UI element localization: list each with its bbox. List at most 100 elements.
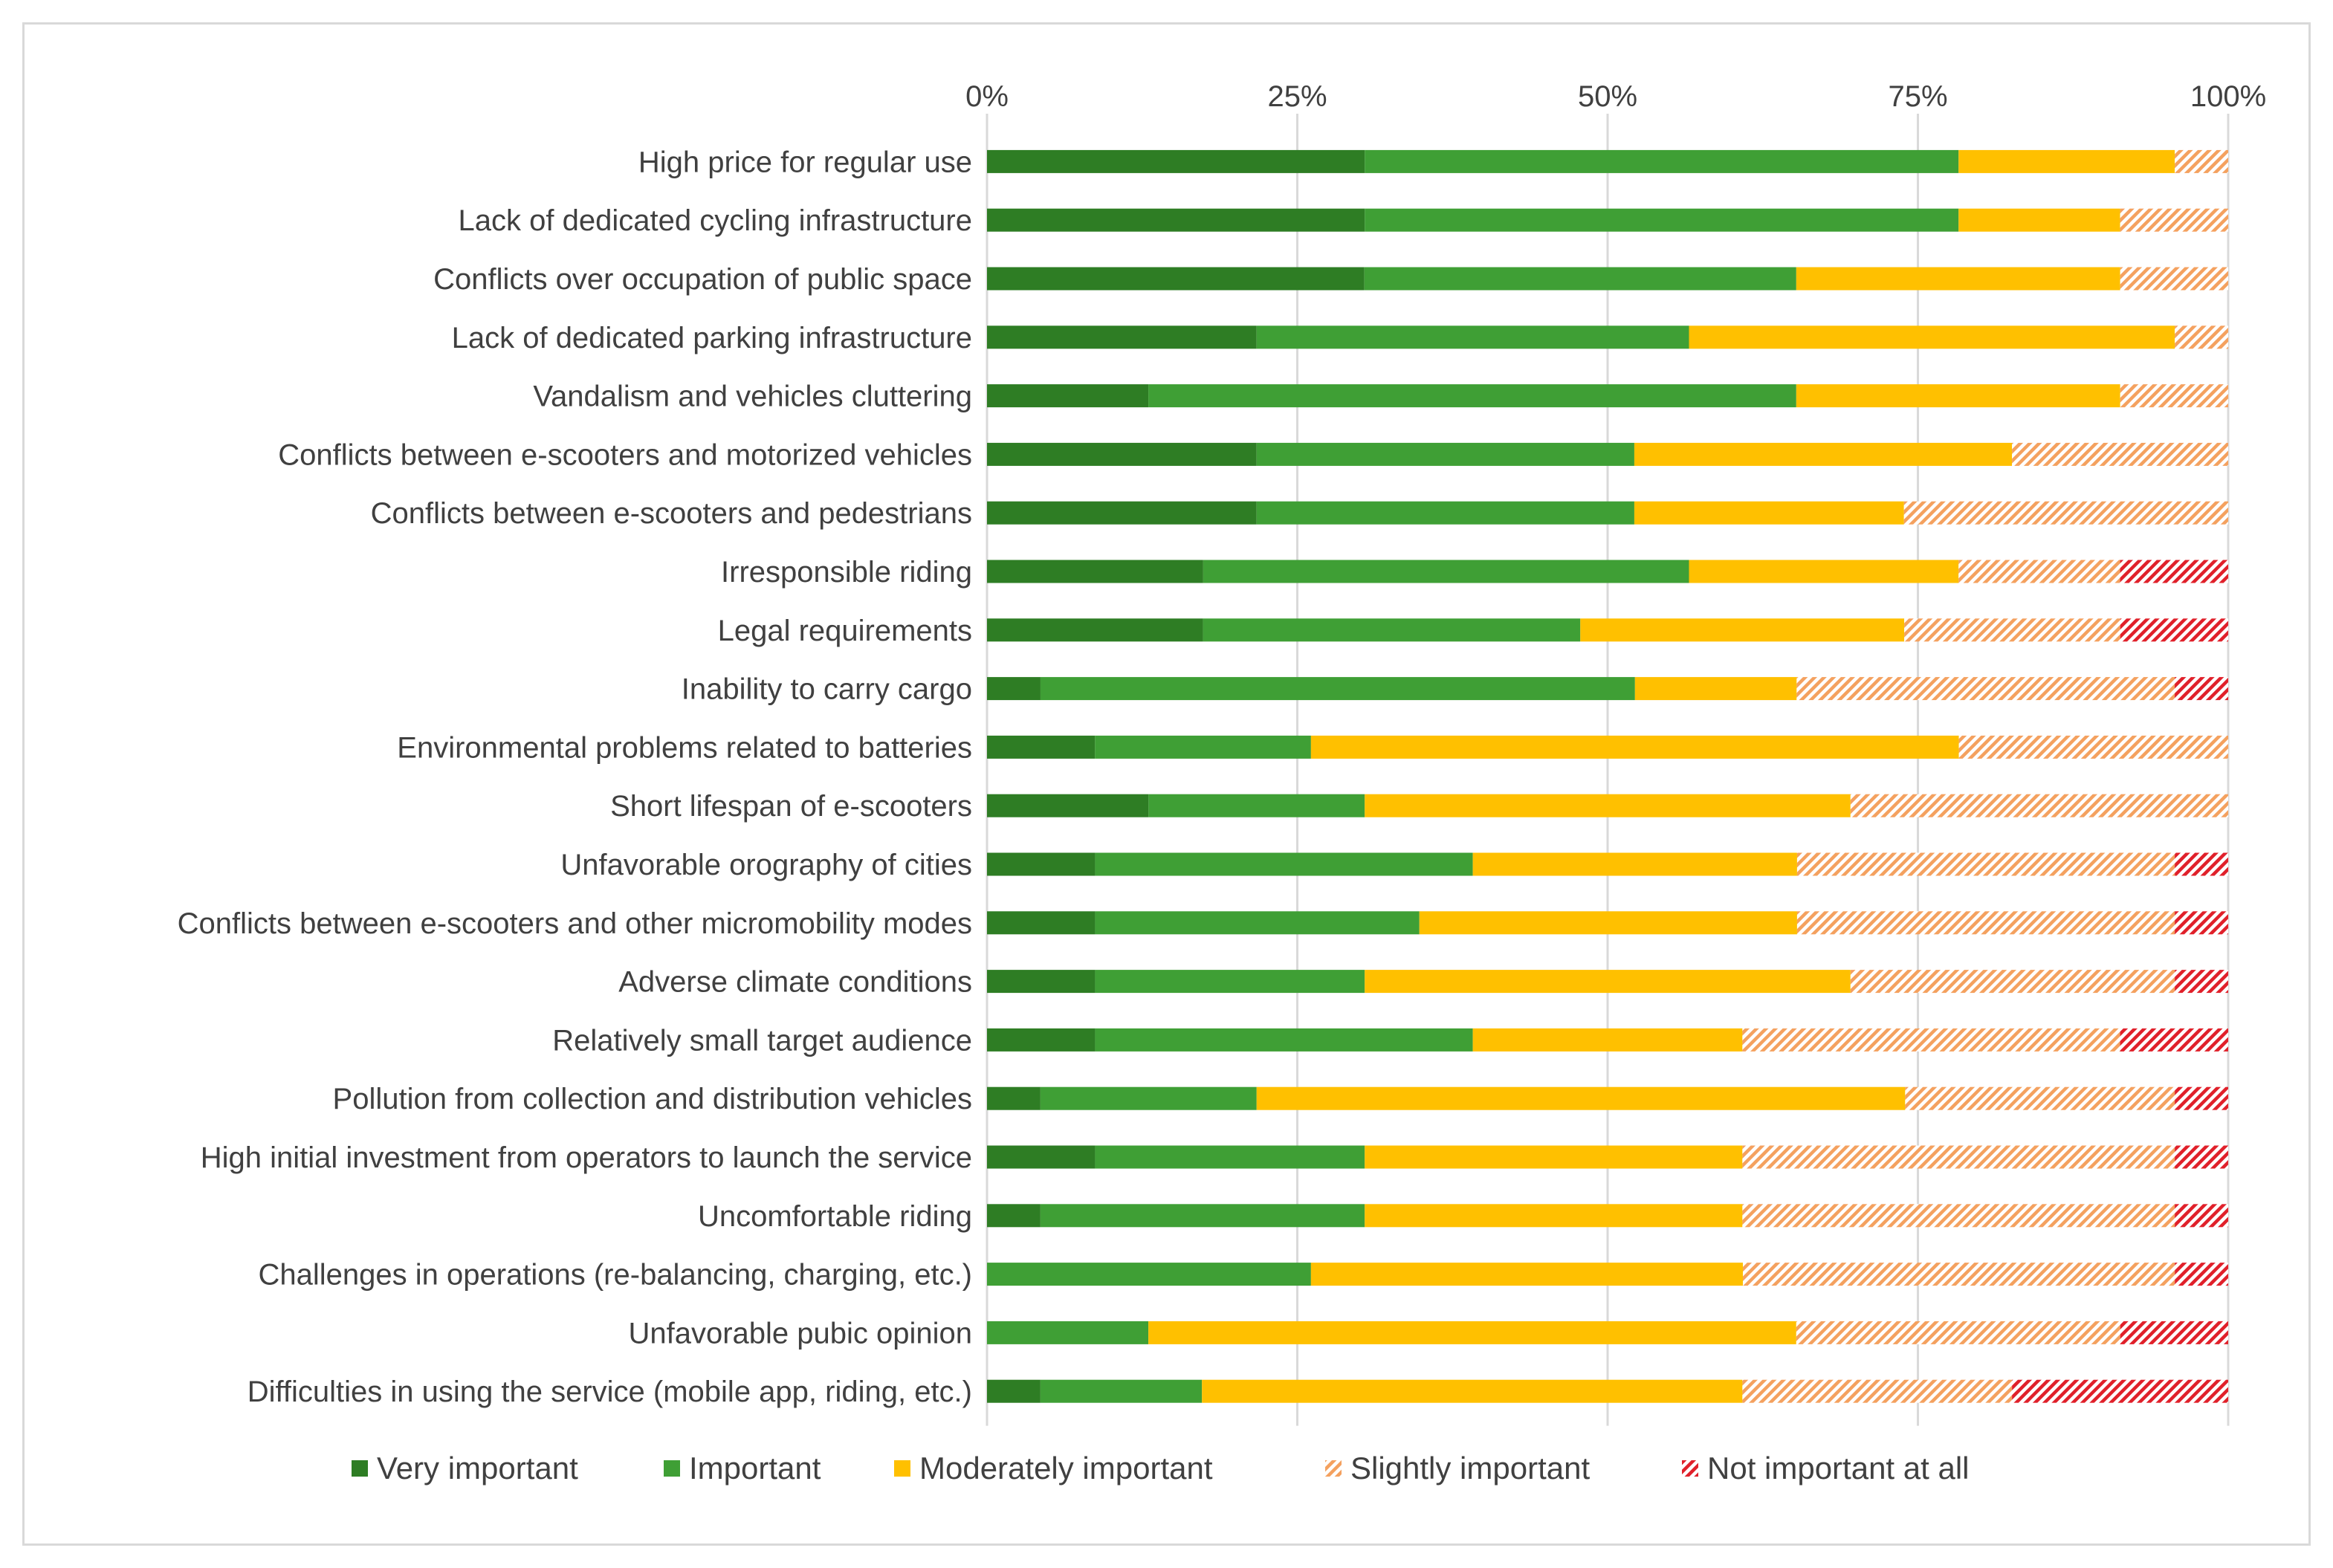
x-tick-label: 25% <box>1267 80 1327 113</box>
bar-segment-important <box>1040 1204 1365 1228</box>
bar-segment-not-important-at-all <box>2175 1204 2228 1228</box>
bar-segment-important <box>1040 677 1635 701</box>
bar-segment-moderately-important <box>1689 560 1959 583</box>
legend-swatch <box>894 1460 910 1477</box>
bar-segment-very-important <box>987 1379 1041 1403</box>
bar-segment-not-important-at-all <box>2120 1028 2228 1052</box>
bar-segment-very-important <box>987 677 1041 701</box>
bar-segment-moderately-important <box>1634 677 1797 701</box>
bar-segment-very-important <box>987 442 1257 466</box>
category-label: Conflicts over occupation of public spac… <box>433 263 972 296</box>
bar-segment-important <box>1256 501 1634 525</box>
bar-segment-slightly-important <box>2012 442 2228 466</box>
legend-label: Slightly important <box>1350 1451 1590 1486</box>
bar-segment-slightly-important <box>1796 911 2175 935</box>
bar-segment-moderately-important <box>1689 325 2175 349</box>
legend-swatch <box>664 1460 680 1477</box>
bar-segment-important <box>1256 442 1634 466</box>
bar-segment-moderately-important <box>1148 1321 1796 1344</box>
category-label: Vandalism and vehicles cluttering <box>533 380 972 413</box>
bar-segment-important <box>1095 735 1311 759</box>
bar-segment-not-important-at-all <box>2175 1145 2228 1169</box>
bar-segment-slightly-important <box>2120 384 2228 408</box>
bar-segment-not-important-at-all <box>2120 1321 2228 1344</box>
bar-segment-very-important <box>987 970 1096 994</box>
category-label: High initial investment from operators t… <box>201 1141 972 1174</box>
bar-segment-moderately-important <box>1365 970 1851 994</box>
bar-segment-slightly-important <box>1850 794 2228 817</box>
bar-segment-not-important-at-all <box>2175 1263 2228 1286</box>
bar-segment-important <box>1095 970 1365 994</box>
bar-segment-very-important <box>987 325 1257 349</box>
bar-segment-very-important <box>987 618 1203 642</box>
bar-segment-slightly-important <box>1742 1028 2120 1052</box>
bar-segment-moderately-important <box>1796 384 2120 408</box>
category-label: Lack of dedicated parking infrastructure <box>452 322 972 354</box>
bar-segment-slightly-important <box>1796 1321 2120 1344</box>
bar-segment-important <box>1095 852 1473 876</box>
bar-segment-slightly-important <box>1958 560 2120 583</box>
bar-segment-very-important <box>987 149 1365 173</box>
category-label: Adverse climate conditions <box>618 966 972 999</box>
bar-segment-not-important-at-all <box>2120 618 2228 642</box>
bar-segment-slightly-important <box>1742 1145 2175 1169</box>
bar-segment-moderately-important <box>1958 149 2175 173</box>
bar-segment-very-important <box>987 560 1203 583</box>
category-label: Challenges in operations (re-balancing, … <box>258 1259 972 1292</box>
category-label: Unfavorable pubic opinion <box>628 1317 972 1350</box>
category-label: Pollution from collection and distributi… <box>333 1083 972 1115</box>
bar-segment-slightly-important <box>2120 267 2228 291</box>
bar-segment-very-important <box>987 1204 1041 1228</box>
bar-segment-not-important-at-all <box>2175 852 2228 876</box>
bar-segment-very-important <box>987 267 1365 291</box>
bar-segment-moderately-important <box>1472 1028 1743 1052</box>
bar-segment-moderately-important <box>1202 1379 1743 1403</box>
bar-segment-important <box>987 1263 1311 1286</box>
bar-segment-not-important-at-all <box>2012 1379 2228 1403</box>
bar-segment-important <box>1365 208 1959 232</box>
bar-segment-slightly-important <box>2175 325 2228 349</box>
bar-segment-important <box>1256 325 1689 349</box>
category-label: Conflicts between e-scooters and pedestr… <box>371 497 972 530</box>
category-label: Legal requirements <box>718 615 972 647</box>
bar-segment-very-important <box>987 501 1257 525</box>
bar-segment-very-important <box>987 1028 1096 1052</box>
legend-label: Very important <box>377 1451 578 1486</box>
stacked-bar-chart: 0% 25% 50% 75% 100% High price for regular us… <box>178 80 2267 1486</box>
category-label: Short lifespan of e-scooters <box>610 790 972 823</box>
bar-segment-moderately-important <box>1634 501 1904 525</box>
bar-segment-not-important-at-all <box>2175 1086 2228 1110</box>
bar-segment-important <box>1040 1379 1203 1403</box>
bar-segment-important <box>1365 149 1959 173</box>
category-label: Environmental problems related to batter… <box>397 731 972 764</box>
bar-segment-important <box>1095 911 1420 935</box>
category-label: High price for regular use <box>638 146 972 178</box>
bar-segment-important <box>1203 560 1689 583</box>
bar-segment-not-important-at-all <box>2175 970 2228 994</box>
bar-segment-moderately-important <box>1256 1086 1906 1110</box>
bar-segment-important <box>1364 267 1796 291</box>
bar-segment-slightly-important <box>1742 1379 2013 1403</box>
bar-segment-important <box>1148 384 1796 408</box>
category-label: Conflicts between e-scooters and motoriz… <box>278 438 972 471</box>
bar-segment-moderately-important <box>1310 1263 1744 1286</box>
category-label: Lack of dedicated cycling infrastructure <box>459 204 972 237</box>
bar-segment-important <box>1095 1145 1365 1169</box>
bar-segment-very-important <box>987 852 1096 876</box>
bar-segment-very-important <box>987 794 1149 817</box>
bar-segment-moderately-important <box>1472 852 1797 876</box>
bar-segment-slightly-important <box>2175 149 2228 173</box>
category-label: Relatively small target audience <box>552 1024 972 1057</box>
bar-segment-important <box>1040 1086 1257 1110</box>
category-label: Unfavorable orography of cities <box>560 849 972 881</box>
bar-segment-slightly-important <box>1796 852 2175 876</box>
bar-segment-not-important-at-all <box>2175 911 2228 935</box>
bar-segment-slightly-important <box>1905 1086 2175 1110</box>
bar-segment-moderately-important <box>1958 208 2120 232</box>
bar-segment-very-important <box>987 1086 1041 1110</box>
bar-segment-slightly-important <box>1742 1204 2175 1228</box>
bar-segment-slightly-important <box>1850 970 2175 994</box>
bar-segment-moderately-important <box>1365 1204 1743 1228</box>
category-label: Conflicts between e-scooters and other m… <box>178 907 972 940</box>
bar-segment-very-important <box>987 208 1365 232</box>
